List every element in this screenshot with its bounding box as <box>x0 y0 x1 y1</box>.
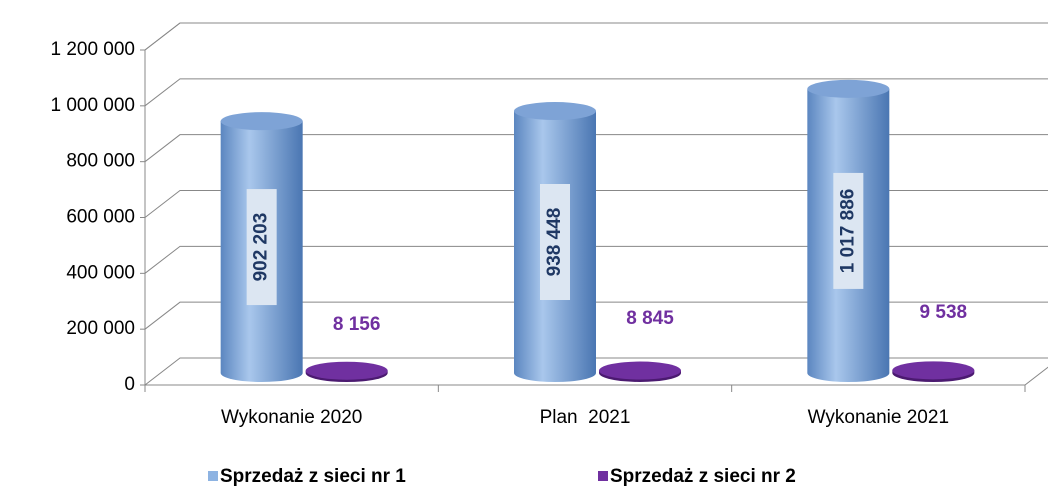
grid-line <box>144 357 1048 386</box>
bar-top <box>599 361 681 380</box>
value-label: 8 845 <box>626 308 674 329</box>
grid-line <box>144 134 1048 163</box>
legend-swatch <box>598 471 608 481</box>
legend-label: Sprzedaż z sieci nr 2 <box>610 466 796 487</box>
label-box <box>540 184 570 301</box>
x-tick-label: Plan 2021 <box>540 407 631 428</box>
grid-line <box>144 78 1048 107</box>
bar-top <box>892 361 975 380</box>
grid-line <box>144 22 1048 51</box>
label-box <box>246 189 277 306</box>
bar-top <box>514 102 596 121</box>
bar <box>892 361 975 383</box>
value-label: 9 538 <box>920 302 968 323</box>
y-tick-label: 1 000 000 <box>50 95 135 116</box>
legend-label: Sprzedaż z sieci nr 1 <box>220 466 406 487</box>
bar-top <box>220 112 303 131</box>
grid-line <box>144 245 1048 274</box>
grid-line <box>144 301 1048 330</box>
value-label: 902 203 <box>251 213 272 282</box>
value-label: 938 448 <box>544 208 565 277</box>
y-tick-label: 600 000 <box>66 207 135 228</box>
legend-swatch <box>208 471 218 481</box>
y-tick-label: 0 <box>124 374 135 395</box>
label-box <box>833 172 864 289</box>
value-label: 8 156 <box>333 314 381 335</box>
bar-top <box>305 361 388 380</box>
bar <box>305 361 388 383</box>
x-tick-label: Wykonanie 2021 <box>808 407 949 428</box>
grid-line <box>144 190 1048 218</box>
y-tick-label: 1 200 000 <box>50 39 135 60</box>
bar <box>599 361 681 382</box>
x-tick-label: Wykonanie 2020 <box>221 407 362 428</box>
y-tick-label: 400 000 <box>66 262 135 283</box>
y-tick-label: 200 000 <box>66 318 135 339</box>
bar-top <box>807 79 890 98</box>
value-label: 1 017 886 <box>837 189 858 274</box>
y-tick-label: 800 000 <box>66 151 135 172</box>
